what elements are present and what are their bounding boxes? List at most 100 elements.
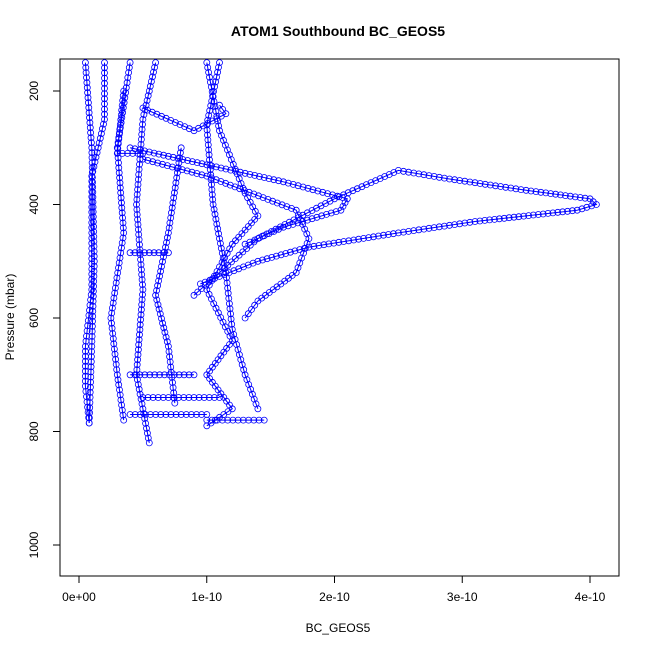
data-point <box>114 376 122 384</box>
data-point <box>89 208 97 216</box>
data-point <box>135 171 143 178</box>
data-point <box>200 394 208 401</box>
data-point <box>157 411 165 418</box>
data-point <box>138 276 146 284</box>
data-point <box>303 239 311 247</box>
data-point <box>314 187 322 195</box>
data-point <box>86 119 94 127</box>
series-line <box>142 158 310 319</box>
data-point <box>174 154 182 162</box>
data-point <box>213 416 221 424</box>
data-point <box>235 265 243 273</box>
data-point <box>101 74 108 82</box>
series-8 <box>139 101 230 135</box>
data-point <box>327 209 335 217</box>
data-point <box>539 210 547 218</box>
data-point <box>272 252 280 260</box>
data-point <box>451 221 459 229</box>
data-point <box>185 371 193 379</box>
data-point <box>265 175 273 183</box>
data-point <box>107 314 115 322</box>
data-point <box>425 224 433 232</box>
data-point <box>218 416 226 424</box>
data-point <box>163 162 171 170</box>
data-point <box>296 246 304 254</box>
data-point <box>305 243 313 251</box>
data-point <box>231 255 239 263</box>
data-point <box>118 239 126 247</box>
data-point <box>101 59 108 66</box>
data-point <box>210 205 218 213</box>
data-point <box>244 261 252 269</box>
data-point <box>250 190 258 198</box>
data-point <box>136 241 143 249</box>
data-point <box>184 157 192 164</box>
data-point <box>86 409 93 417</box>
data-point <box>481 216 489 224</box>
data-point <box>259 256 266 264</box>
data-point <box>420 225 428 233</box>
data-point <box>156 272 164 280</box>
data-point <box>165 348 173 355</box>
data-point <box>113 371 121 379</box>
data-point <box>182 411 190 418</box>
data-point <box>166 358 174 366</box>
data-point <box>236 168 244 176</box>
data-point <box>108 319 115 327</box>
data-point <box>205 394 213 401</box>
data-point <box>505 214 513 222</box>
data-point <box>89 297 97 305</box>
data-point <box>90 228 98 236</box>
data-point <box>232 167 239 175</box>
data-point <box>135 236 143 244</box>
data-point <box>201 281 209 289</box>
data-point <box>82 387 90 395</box>
data-point <box>415 170 423 178</box>
data-point <box>89 302 97 310</box>
data-point <box>139 155 147 163</box>
data-point <box>162 333 170 341</box>
data-point <box>497 183 505 190</box>
data-point <box>154 159 162 167</box>
data-point <box>245 416 253 424</box>
data-point <box>275 177 283 185</box>
data-point <box>161 371 168 379</box>
data-point <box>153 296 161 304</box>
data-point <box>340 238 348 245</box>
data-point <box>136 411 144 418</box>
data-point <box>90 252 98 260</box>
data-point <box>84 89 91 97</box>
data-point <box>98 130 105 138</box>
data-point <box>90 282 97 290</box>
data-point <box>209 196 217 203</box>
y-tick-label: 1000 <box>27 531 41 558</box>
data-point <box>101 100 108 108</box>
data-point <box>259 194 267 202</box>
data-point <box>90 218 97 226</box>
data-point <box>358 183 366 191</box>
data-point <box>415 226 423 234</box>
data-point <box>116 125 124 133</box>
data-point <box>320 241 328 249</box>
data-point <box>245 188 253 196</box>
data-point <box>139 104 147 112</box>
data-point <box>296 259 304 267</box>
data-point <box>583 203 591 211</box>
data-point <box>150 68 157 76</box>
data-point <box>82 59 89 66</box>
data-point <box>111 345 118 353</box>
data-point <box>315 242 323 249</box>
data-point <box>139 116 147 123</box>
data-point <box>134 221 142 228</box>
data-point <box>209 201 217 208</box>
data-point <box>169 199 177 207</box>
data-point <box>88 159 96 167</box>
data-point <box>299 220 307 228</box>
data-point <box>440 174 448 182</box>
data-point <box>225 269 233 277</box>
data-point <box>87 368 95 376</box>
data-point <box>167 209 175 217</box>
data-point <box>135 336 143 344</box>
data-point <box>135 165 143 173</box>
